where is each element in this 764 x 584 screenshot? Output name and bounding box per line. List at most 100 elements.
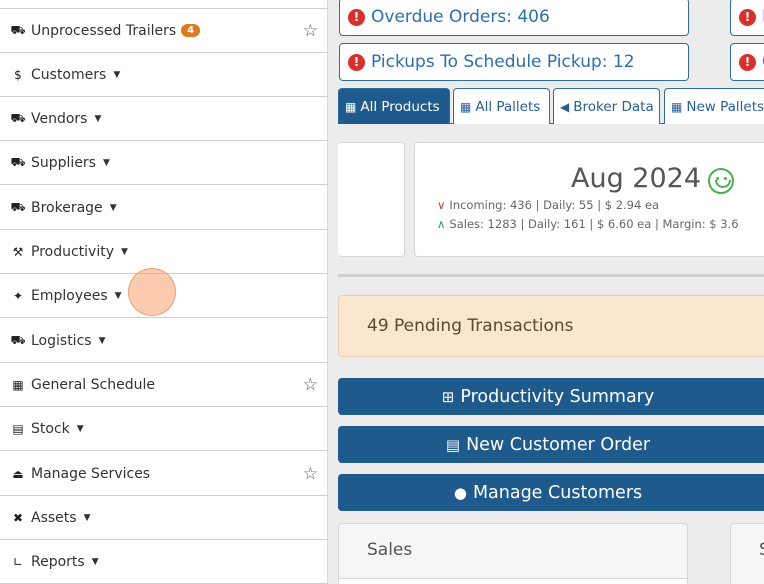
tab-all-products[interactable]: ▦ All Products xyxy=(338,88,450,124)
tab-all-pallets[interactable]: ▦ All Pallets xyxy=(453,88,550,124)
alert-text: Pickups To Schedule Pickup: 12 xyxy=(371,52,635,72)
sidebar-item-label: Brokerage xyxy=(31,199,103,216)
caret-down-icon: ▼ xyxy=(83,512,91,523)
truck-trailer-icon: ⛟ xyxy=(10,154,26,169)
incoming-stats: ∨ Incoming: 436 | Daily: 55 | $ 2.94 ea xyxy=(437,198,659,212)
tools-icon: ✖ xyxy=(12,510,24,525)
caret-down-icon: ▼ xyxy=(114,290,122,301)
sales-card-body xyxy=(339,578,687,584)
alert-text: Overdue Orders: 406 xyxy=(371,7,550,27)
truck-fast-icon: ⛟ xyxy=(10,199,26,214)
tab-new-pallets[interactable]: ▦ New Pallets xyxy=(664,88,764,124)
sales-stats-text: Sales: 1283 | Daily: 161 | $ 6.60 ea | M… xyxy=(449,217,739,231)
caret-down-icon: ▼ xyxy=(91,556,99,567)
favorite-star-icon[interactable]: ☆ xyxy=(302,21,318,41)
sidebar-item-assets[interactable]: ✖ Assets ▼ xyxy=(0,496,328,540)
sidebar-item-manage-services[interactable]: ⏏ Manage Services ☆ xyxy=(0,452,328,496)
share-icon: ◀ xyxy=(560,99,570,114)
caret-down-icon: ▼ xyxy=(121,246,128,257)
chevron-down-icon: ∨ xyxy=(437,198,446,212)
exclamation-icon: ! xyxy=(739,8,756,26)
users-icon: ● xyxy=(453,483,467,502)
exclamation-icon: ! xyxy=(348,53,365,71)
sidebar-item-logistics[interactable]: ⛟ Logistics ▼ xyxy=(0,319,328,363)
chevron-up-icon: ∧ xyxy=(437,217,446,231)
tab-broker-data[interactable]: ◀ Broker Data xyxy=(553,88,660,124)
click-indicator xyxy=(128,268,176,316)
sales-card-title: Sales xyxy=(367,540,413,560)
calendar-icon: ▦ xyxy=(12,377,24,392)
sidebar-item-reports[interactable]: ∟ Reports ▼ xyxy=(0,540,328,584)
productivity-summary-button[interactable]: ⊞ Productivity Summary xyxy=(338,378,764,415)
caret-down-icon: ▼ xyxy=(98,335,106,346)
alert-partial-top[interactable]: ! I xyxy=(730,0,764,36)
eject-icon: ⏏ xyxy=(12,466,24,481)
tab-label: New Pallets xyxy=(686,98,764,115)
caret-down-icon: ▼ xyxy=(102,157,110,168)
sidebar-item-brokerage[interactable]: ⛟ Brokerage ▼ xyxy=(0,186,328,230)
summary-card-left xyxy=(338,142,405,257)
caret-down-icon: ▼ xyxy=(113,69,121,80)
pallets-icon: ▦ xyxy=(671,99,683,114)
main-content: ! Overdue Orders: 406 ! I ! Pickups To S… xyxy=(328,0,764,584)
sidebar-item-label: Stock xyxy=(31,420,70,437)
button-label: Manage Customers xyxy=(472,482,643,503)
month-title: Aug 2024 xyxy=(571,163,702,194)
tab-label: All Products xyxy=(360,98,440,115)
sidebar-item-stock[interactable]: ▤ Stock ▼ xyxy=(0,407,328,451)
month-summary-card: Aug 2024 ∨ Incoming: 436 | Daily: 55 | $ … xyxy=(414,142,764,257)
sidebar-item-label: Unprocessed Trailers xyxy=(31,22,177,39)
pickups-alert[interactable]: ! Pickups To Schedule Pickup: 12 xyxy=(339,43,689,81)
pallets-icon: ▦ xyxy=(345,99,357,114)
sidebar-item-label: Productivity xyxy=(31,243,114,260)
sidebar-item-customers[interactable]: $ Customers ▼ xyxy=(0,53,328,97)
sidebar-item-label: Suppliers xyxy=(31,154,96,171)
tab-label: Broker Data xyxy=(573,98,654,115)
button-label: New Customer Order xyxy=(466,434,651,455)
exclamation-icon: ! xyxy=(348,8,365,26)
sidebar-item-label: Customers xyxy=(31,66,107,83)
sidebar-item-productivity[interactable]: ⚒ Productivity ▼ xyxy=(0,230,328,274)
count-badge: 4 xyxy=(181,24,201,37)
sales-stats: ∧ Sales: 1283 | Daily: 161 | $ 6.60 ea | … xyxy=(437,217,739,231)
sidebar-item-unprocessed-trailers[interactable]: ⛟ Unprocessed Trailers 4 ☆ xyxy=(0,9,328,53)
overdue-orders-alert[interactable]: ! Overdue Orders: 406 xyxy=(339,0,689,36)
sidebar-item-suppliers[interactable]: ⛟ Suppliers ▼ xyxy=(0,141,328,185)
table-icon: ⊞ xyxy=(441,387,455,406)
sidebar-top-divider xyxy=(0,8,328,9)
new-customer-order-button[interactable]: ▤ New Customer Order xyxy=(338,426,764,463)
caret-down-icon: ▼ xyxy=(94,113,102,124)
chart-line-icon: ∟ xyxy=(12,554,24,569)
sidebar-item-vendors[interactable]: ⛟ Vendors ▼ xyxy=(0,97,328,141)
hammer-icon: ⚒ xyxy=(12,244,24,259)
incoming-stats-text: Incoming: 436 | Daily: 55 | $ 2.94 ea xyxy=(449,198,660,212)
favorite-star-icon[interactable]: ☆ xyxy=(302,464,318,484)
manage-customers-button[interactable]: ● Manage Customers xyxy=(338,474,764,511)
smile-icon xyxy=(708,168,734,194)
sidebar-item-label: Vendors xyxy=(31,110,88,127)
document-icon: ▤ xyxy=(445,435,461,454)
product-tabs: ▦ All Products ▦ All Pallets ◀ Broker Da… xyxy=(338,88,764,124)
truck-icon: ⛟ xyxy=(10,110,26,125)
sidebar-item-label: Manage Services xyxy=(31,465,151,482)
favorite-star-icon[interactable]: ☆ xyxy=(302,375,318,395)
truck-icon: ⛟ xyxy=(10,332,26,347)
sales-card-partial: S xyxy=(730,523,764,584)
alert-partial-bottom[interactable]: ! C xyxy=(730,43,764,81)
caret-down-icon: ▼ xyxy=(76,423,84,434)
pending-transactions-banner[interactable]: 49 Pending Transactions xyxy=(338,295,764,357)
caret-down-icon: ▼ xyxy=(109,202,117,213)
sidebar-item-general-schedule[interactable]: ▦ General Schedule ☆ xyxy=(0,363,328,407)
alert-text: C xyxy=(762,52,764,72)
sidebar-item-label: General Schedule xyxy=(31,376,155,393)
tab-label: All Pallets xyxy=(475,98,541,115)
pallets-icon: ▦ xyxy=(460,99,472,114)
section-divider xyxy=(338,274,764,277)
dollar-icon: $ xyxy=(14,67,22,82)
sidebar-item-label: Logistics xyxy=(31,332,92,349)
sales-card-partial-title: S xyxy=(759,540,764,560)
exclamation-icon: ! xyxy=(739,53,756,71)
person-icon: ✦ xyxy=(12,288,24,303)
sidebar-item-employees[interactable]: ✦ Employees ▼ xyxy=(0,274,328,318)
